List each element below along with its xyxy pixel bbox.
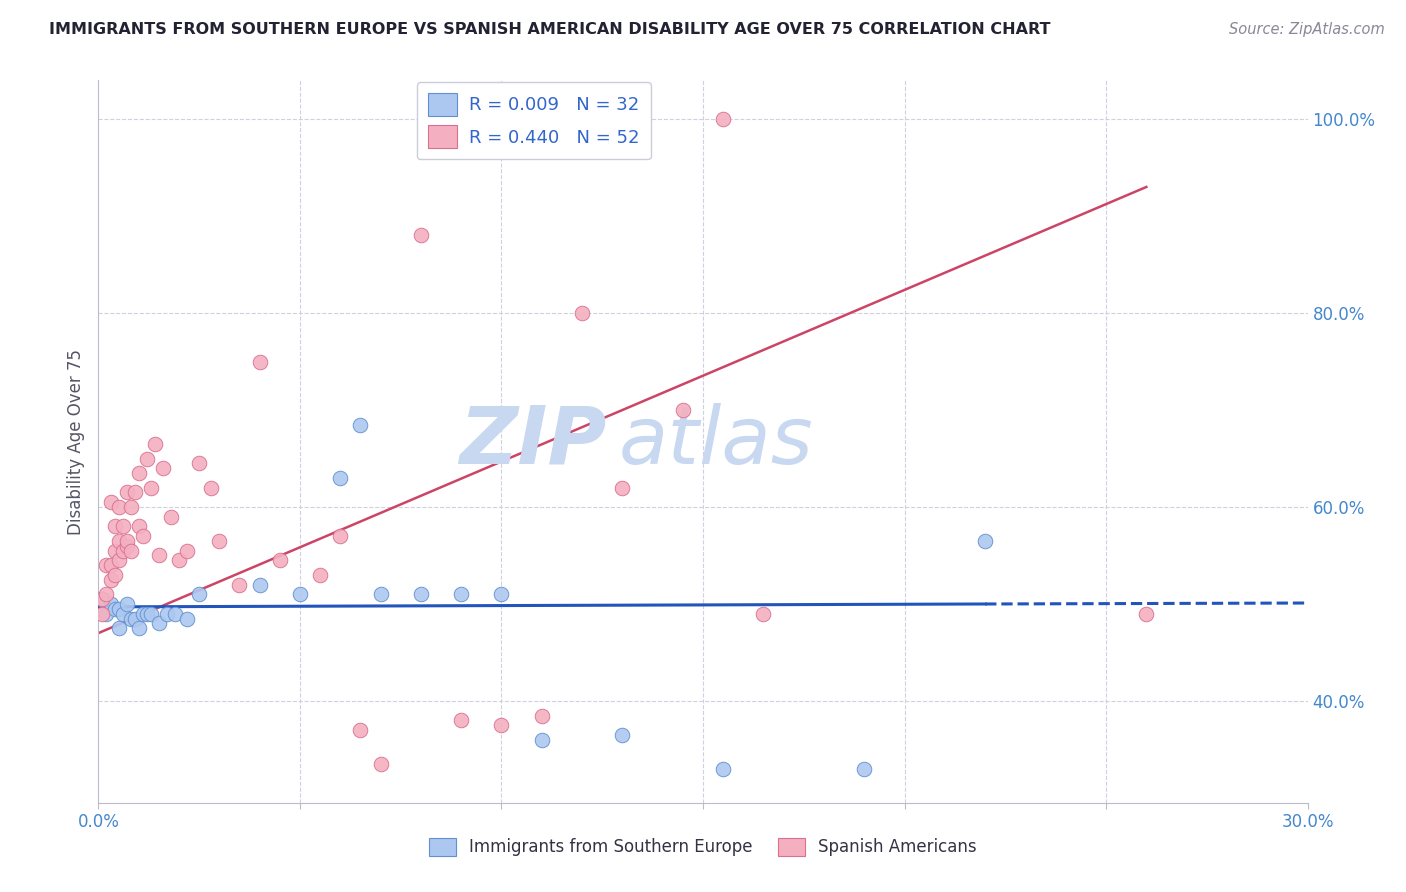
Point <box>612 728 634 742</box>
Point <box>100 597 122 611</box>
Point <box>107 602 129 616</box>
Point <box>128 519 150 533</box>
Point <box>208 533 231 548</box>
Point <box>103 543 125 558</box>
Point <box>107 553 129 567</box>
Point <box>711 762 734 776</box>
Point <box>349 417 371 432</box>
Point <box>124 611 146 625</box>
Point <box>115 597 138 611</box>
Point <box>148 616 170 631</box>
Point <box>139 481 162 495</box>
Point <box>176 543 198 558</box>
Point <box>107 533 129 548</box>
Point <box>188 587 211 601</box>
Point <box>288 587 311 601</box>
Point <box>111 607 134 621</box>
Legend: Immigrants from Southern Europe, Spanish Americans: Immigrants from Southern Europe, Spanish… <box>423 831 983 863</box>
Point <box>269 553 291 567</box>
Point <box>176 611 198 625</box>
Point <box>111 543 134 558</box>
Point <box>91 607 114 621</box>
Point <box>491 718 513 732</box>
Point <box>370 587 392 601</box>
Point <box>103 602 125 616</box>
Point <box>450 587 472 601</box>
Point <box>148 549 170 563</box>
Point <box>167 553 190 567</box>
Point <box>115 533 138 548</box>
Point <box>100 573 122 587</box>
Point <box>103 519 125 533</box>
Point <box>103 567 125 582</box>
Point <box>128 621 150 635</box>
Point <box>135 607 157 621</box>
Point <box>530 732 553 747</box>
Point <box>96 607 118 621</box>
Point <box>228 577 250 591</box>
Point <box>329 471 352 485</box>
Point <box>450 714 472 728</box>
Point <box>491 587 513 601</box>
Point <box>128 466 150 480</box>
Point <box>111 519 134 533</box>
Point <box>530 708 553 723</box>
Point <box>156 607 179 621</box>
Y-axis label: Disability Age Over 75: Disability Age Over 75 <box>66 349 84 534</box>
Point <box>409 228 432 243</box>
Text: Source: ZipAtlas.com: Source: ZipAtlas.com <box>1229 22 1385 37</box>
Point <box>349 723 371 737</box>
Point <box>115 539 138 553</box>
Point <box>853 762 876 776</box>
Point <box>974 533 997 548</box>
Point <box>752 607 775 621</box>
Point <box>139 607 162 621</box>
Point <box>91 592 114 607</box>
Point <box>1135 607 1157 621</box>
Point <box>100 558 122 573</box>
Point <box>160 509 183 524</box>
Point <box>329 529 352 543</box>
Point <box>409 587 432 601</box>
Text: atlas: atlas <box>619 402 813 481</box>
Point <box>120 611 142 625</box>
Point <box>91 592 114 607</box>
Text: ZIP: ZIP <box>458 402 606 481</box>
Point <box>188 456 211 470</box>
Point <box>107 500 129 514</box>
Point <box>96 587 118 601</box>
Point <box>309 567 332 582</box>
Point <box>370 757 392 772</box>
Point <box>115 485 138 500</box>
Point <box>132 607 155 621</box>
Point <box>152 461 174 475</box>
Point <box>96 558 118 573</box>
Text: IMMIGRANTS FROM SOUTHERN EUROPE VS SPANISH AMERICAN DISABILITY AGE OVER 75 CORRE: IMMIGRANTS FROM SOUTHERN EUROPE VS SPANI… <box>49 22 1050 37</box>
Point <box>672 403 695 417</box>
Point <box>120 543 142 558</box>
Point <box>135 451 157 466</box>
Point <box>249 577 271 591</box>
Point <box>100 495 122 509</box>
Point <box>200 481 222 495</box>
Point <box>571 306 593 320</box>
Point <box>132 529 155 543</box>
Point <box>711 112 734 126</box>
Point <box>120 500 142 514</box>
Point <box>163 607 186 621</box>
Point <box>612 481 634 495</box>
Point <box>143 437 166 451</box>
Point <box>249 354 271 368</box>
Point <box>124 485 146 500</box>
Point <box>107 621 129 635</box>
